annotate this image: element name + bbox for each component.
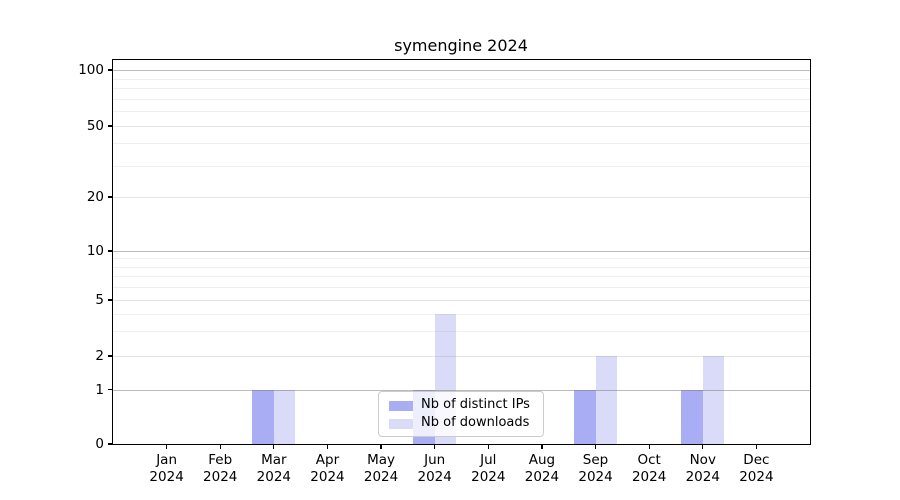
legend: Nb of distinct IPs Nb of downloads bbox=[378, 391, 544, 437]
legend-swatch-distinct-ips bbox=[389, 401, 413, 411]
gridline-y-9 bbox=[113, 258, 810, 260]
y-tick-label-2: 2 bbox=[95, 348, 104, 364]
x-tick-may bbox=[380, 444, 382, 449]
gridline-y-40 bbox=[113, 143, 810, 145]
y-tick-5 bbox=[108, 299, 113, 301]
x-tick-label-mar: Mar 2024 bbox=[256, 452, 292, 485]
y-tick-label-20: 20 bbox=[86, 189, 104, 205]
y-tick-label-10: 10 bbox=[86, 243, 104, 259]
y-tick-100 bbox=[108, 69, 113, 71]
bar-downloads-sep bbox=[595, 356, 617, 444]
gridline-y-10 bbox=[113, 251, 810, 252]
y-tick-0 bbox=[108, 443, 113, 445]
y-tick-1 bbox=[108, 388, 113, 391]
gridline-y-80 bbox=[113, 88, 810, 90]
x-tick-label-nov: Nov 2024 bbox=[685, 452, 720, 485]
bar-distinct-ips-nov bbox=[681, 389, 703, 444]
legend-swatch-downloads bbox=[389, 419, 413, 429]
x-tick-mar bbox=[273, 444, 275, 449]
y-tick-label-100: 100 bbox=[78, 62, 104, 78]
gridline-y-7 bbox=[113, 276, 810, 278]
x-tick-label-may: May 2024 bbox=[363, 452, 399, 485]
x-tick-jan bbox=[166, 444, 168, 449]
y-tick-20 bbox=[108, 196, 113, 198]
gridline-y-2 bbox=[113, 356, 810, 357]
gridline-y-5 bbox=[113, 300, 810, 301]
gridline-y-50 bbox=[113, 126, 810, 127]
gridline-y-8 bbox=[113, 266, 810, 268]
x-tick-sep bbox=[594, 444, 597, 449]
bar-downloads-mar bbox=[273, 389, 296, 444]
x-tick-label-oct: Oct 2024 bbox=[631, 452, 667, 485]
gridline-y-4 bbox=[113, 313, 810, 315]
gridline-y-30 bbox=[113, 165, 810, 167]
gridline-y-1 bbox=[113, 389, 810, 391]
y-tick-label-50: 50 bbox=[86, 118, 104, 134]
x-tick-nov bbox=[702, 444, 704, 449]
x-tick-jul bbox=[487, 444, 489, 449]
y-tick-label-1: 1 bbox=[95, 381, 104, 398]
bar-downloads-nov bbox=[702, 356, 725, 444]
chart-title: symengine 2024 bbox=[394, 36, 528, 55]
x-tick-oct bbox=[648, 444, 650, 449]
x-tick-dec bbox=[755, 444, 757, 449]
gridline-y-6 bbox=[113, 287, 810, 289]
x-tick-label-feb: Feb 2024 bbox=[203, 452, 238, 485]
gridline-y-20 bbox=[113, 197, 810, 198]
gridlines-layer bbox=[113, 60, 810, 444]
y-tick-50 bbox=[108, 125, 113, 127]
plot-area: Nb of distinct IPs Nb of downloads bbox=[112, 59, 811, 445]
x-tick-label-jun: Jun 2024 bbox=[417, 452, 452, 485]
bar-distinct-ips-mar bbox=[252, 389, 274, 444]
x-tick-label-jul: Jul 2024 bbox=[471, 452, 506, 485]
gridline-y-90 bbox=[113, 78, 810, 80]
y-tick-2 bbox=[108, 355, 113, 357]
x-tick-label-jan: Jan 2024 bbox=[149, 452, 184, 485]
bar-distinct-ips-sep bbox=[574, 389, 596, 444]
x-tick-label-aug: Aug 2024 bbox=[524, 452, 560, 485]
gridline-y-70 bbox=[113, 98, 810, 100]
legend-label-distinct-ips: Nb of distinct IPs bbox=[421, 397, 530, 412]
y-tick-label-5: 5 bbox=[95, 292, 104, 308]
x-tick-aug bbox=[541, 444, 543, 449]
y-tick-10 bbox=[108, 250, 113, 252]
gridline-y-60 bbox=[113, 111, 810, 113]
legend-label-downloads: Nb of downloads bbox=[421, 415, 530, 430]
gridline-y-3 bbox=[113, 331, 810, 333]
y-tick-label-0: 0 bbox=[95, 436, 104, 452]
x-tick-label-dec: Dec 2024 bbox=[739, 452, 774, 485]
x-tick-label-apr: Apr 2024 bbox=[310, 452, 345, 485]
x-tick-jun bbox=[434, 444, 436, 449]
x-tick-label-sep: Sep 2024 bbox=[578, 452, 613, 485]
x-tick-feb bbox=[219, 444, 221, 449]
x-tick-apr bbox=[326, 444, 329, 449]
gridline-y-100 bbox=[113, 70, 810, 71]
